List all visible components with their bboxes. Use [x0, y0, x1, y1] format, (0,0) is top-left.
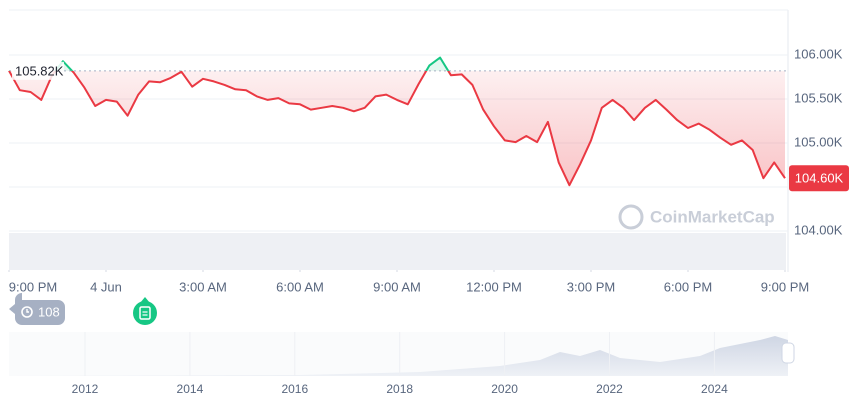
y-tick-label: 105.50K [794, 90, 843, 105]
reference-label: 105.82K [15, 63, 64, 78]
x-tick-label: 9:00 PM [761, 279, 809, 294]
navigator-year: 2012 [72, 382, 99, 396]
y-tick-label: 104.00K [794, 222, 843, 237]
navigator-year: 2020 [491, 382, 518, 396]
reference-label-bg [12, 61, 64, 80]
x-tick-label: 4 Jun [90, 279, 122, 294]
navigator-year: 2014 [177, 382, 204, 396]
x-tick-label: 12:00 PM [466, 279, 522, 294]
navigator-handle[interactable] [781, 342, 795, 364]
area-fill [9, 70, 785, 186]
x-tick-label: 6:00 PM [664, 279, 712, 294]
x-tick-label: 3:00 AM [179, 279, 227, 294]
watermark-text: CoinMarketCap [650, 207, 775, 226]
navigator-year: 2022 [596, 382, 623, 396]
y-tick-label: 105.00K [794, 134, 843, 149]
badge-text: 108 [38, 304, 60, 319]
x-tick-label: 6:00 AM [276, 279, 324, 294]
watermark: CoinMarketCap [618, 204, 775, 230]
y-tick-label: 106.00K [794, 46, 843, 61]
x-tick-label: 3:00 PM [567, 279, 615, 294]
navigator-year: 2016 [281, 382, 308, 396]
x-tick-label: 9:00 PM [9, 279, 57, 294]
volume-area [9, 233, 786, 270]
navigator-area [9, 336, 788, 376]
note-icon[interactable] [133, 297, 157, 325]
x-tick-label: 9:00 AM [373, 279, 421, 294]
price-tag [789, 165, 849, 192]
price-line [8, 70, 786, 187]
badge[interactable]: 108 [9, 293, 65, 325]
navigator-year: 2018 [386, 382, 413, 396]
price-tag-label: 104.60K [795, 171, 844, 186]
navigator-year: 2024 [701, 382, 728, 396]
